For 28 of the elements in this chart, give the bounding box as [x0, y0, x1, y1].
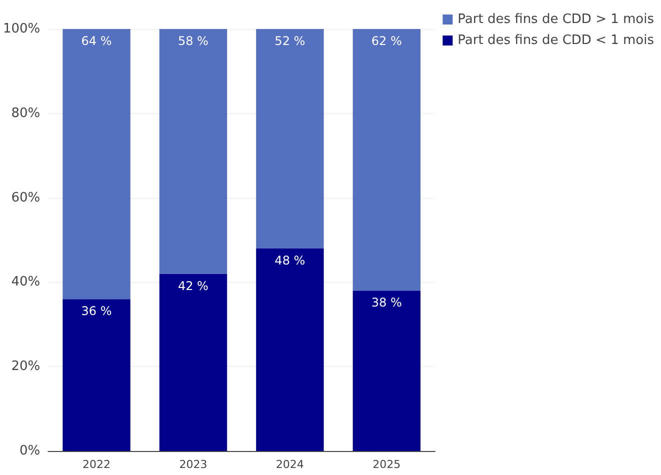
data-label: 52 % [274, 34, 306, 48]
data-label: 48 % [274, 253, 306, 268]
bar [352, 290, 420, 451]
bar [256, 248, 324, 451]
bar [62, 299, 130, 451]
bar [159, 274, 228, 451]
data-label: 62 % [371, 34, 402, 48]
data-label: 38 % [371, 296, 402, 310]
legend-label: Part des fins de CDD < 1 mois [458, 33, 654, 48]
y-tick-label: 100% [2, 22, 40, 36]
y-tick-label: 80% [11, 106, 40, 121]
bar [159, 29, 228, 274]
y-tick-label: 0% [20, 444, 40, 458]
x-tick-label: 2024 [276, 458, 304, 471]
bar [256, 29, 324, 248]
data-label: 58 % [178, 34, 208, 48]
bar [62, 29, 130, 300]
y-tick-label: 60% [11, 190, 40, 206]
data-label: 36 % [81, 304, 112, 318]
y-tick-label: 20% [11, 359, 40, 374]
data-label: 42 % [178, 278, 208, 293]
y-tick-label: 40% [11, 274, 40, 290]
data-label: 64 % [81, 34, 112, 48]
x-tick-label: 2022 [82, 458, 111, 471]
x-tick-label: 2025 [372, 458, 401, 471]
x-tick-label: 2023 [179, 458, 208, 471]
bar [352, 29, 420, 291]
legend-label: Part des fins de CDD > 1 mois [458, 12, 654, 27]
